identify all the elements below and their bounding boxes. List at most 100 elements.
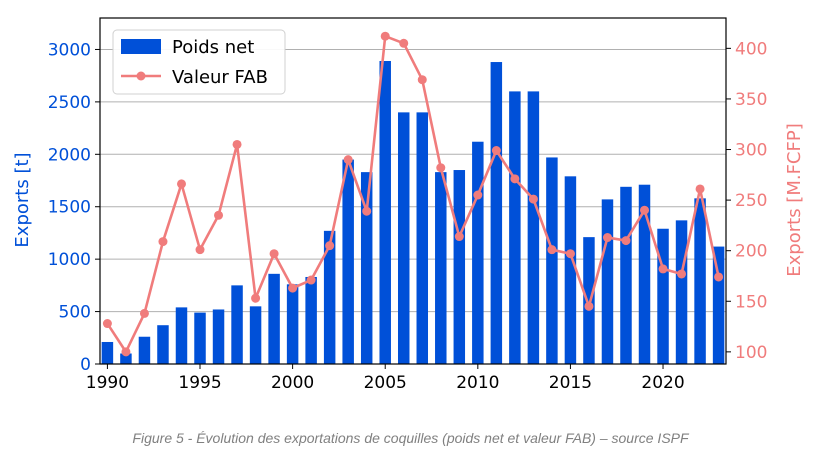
point-2019 xyxy=(640,205,650,215)
point-2018 xyxy=(621,236,631,246)
bar-2004 xyxy=(360,172,373,364)
legend-label-poids-net: Poids net xyxy=(172,37,254,58)
bar-2011 xyxy=(490,62,503,364)
point-1991 xyxy=(121,347,131,357)
bar-1995 xyxy=(194,312,206,364)
line-valeur-fab xyxy=(106,34,720,354)
point-2009 xyxy=(454,232,464,242)
point-2000 xyxy=(288,283,298,293)
point-2010 xyxy=(473,190,483,200)
bar-2022 xyxy=(694,198,706,364)
chart: 1990 1995 2000 2005 2010 2015 2020 0 500 1000 150… xyxy=(12,17,805,393)
point-2006 xyxy=(399,38,409,48)
point-2008 xyxy=(436,163,446,173)
x-tick-label: 1990 xyxy=(86,373,129,393)
y-left-tick-label: 2000 xyxy=(48,145,91,165)
y-left-tick-label: 0 xyxy=(80,355,91,375)
x-tick-label: 2010 xyxy=(456,373,499,393)
bar-2020 xyxy=(657,228,669,364)
bar-2006 xyxy=(397,112,410,364)
point-2013 xyxy=(528,194,538,204)
bar-2018 xyxy=(620,186,632,364)
bar-1991 xyxy=(120,353,132,364)
bar-1993 xyxy=(157,325,169,364)
y-right-tick-label: 300 xyxy=(735,141,767,161)
y-left-tick-label: 3000 xyxy=(48,40,91,60)
legend-swatch-valeur-fab-marker xyxy=(136,71,146,81)
bar-2000 xyxy=(286,284,299,364)
point-1990 xyxy=(102,319,112,329)
y-left-tick-label: 2500 xyxy=(48,93,91,113)
x-tick-label: 1995 xyxy=(178,373,221,393)
point-2014 xyxy=(547,245,557,255)
y-right-tick-label: 400 xyxy=(735,39,767,59)
x-tick-label: 2000 xyxy=(271,373,314,393)
bar-1997 xyxy=(231,285,243,364)
point-2011 xyxy=(491,146,501,156)
point-2002 xyxy=(325,241,335,251)
point-2020 xyxy=(658,264,668,274)
y-axis-right-label: Exports [M.FCFP] xyxy=(784,123,805,276)
bar-2009 xyxy=(453,170,466,364)
bar-2016 xyxy=(583,237,595,364)
line-series-valeur-fab xyxy=(102,31,724,357)
point-2012 xyxy=(510,174,520,184)
point-2021 xyxy=(677,269,687,279)
point-2016 xyxy=(584,301,594,311)
y-axis-left: 0 500 1000 1500 2000 2500 3000 xyxy=(48,40,100,375)
legend-label-valeur-fab: Valeur FAB xyxy=(172,67,268,88)
bar-1992 xyxy=(138,336,151,364)
plot-frame xyxy=(99,17,727,365)
bar-2001 xyxy=(305,276,317,364)
bar-2013 xyxy=(527,91,540,365)
bar-1999 xyxy=(268,273,280,364)
bar-2002 xyxy=(323,230,336,364)
y-left-tick-label: 500 xyxy=(59,303,91,323)
bar-2019 xyxy=(638,184,651,364)
y-axis-left-label: Exports [t] xyxy=(12,152,33,247)
point-2005 xyxy=(380,31,390,41)
bar-2007 xyxy=(416,112,429,364)
point-2022 xyxy=(695,184,705,194)
y-right-tick-label: 150 xyxy=(735,292,767,312)
bar-1996 xyxy=(212,309,225,364)
x-axis: 1990 1995 2000 2005 2010 2015 2020 xyxy=(86,364,685,393)
point-1992 xyxy=(139,308,149,318)
y-axis-right: 100 150 200 250 300 350 400 xyxy=(726,39,767,363)
bar-2012 xyxy=(509,91,521,365)
point-2017 xyxy=(602,233,612,243)
point-2004 xyxy=(362,206,372,216)
bar-2015 xyxy=(564,176,577,364)
y-right-tick-label: 200 xyxy=(735,242,767,262)
point-1998 xyxy=(251,293,261,303)
x-tick-label: 2005 xyxy=(364,373,407,393)
y-right-tick-label: 250 xyxy=(735,191,767,211)
point-1999 xyxy=(269,249,279,259)
bar-2023 xyxy=(712,246,725,364)
bar-2021 xyxy=(675,220,688,364)
bar-2010 xyxy=(472,141,484,364)
point-1994 xyxy=(176,179,186,189)
figure-caption: Figure 5 - Évolution des exportations de… xyxy=(132,430,689,446)
legend: Poids net Valeur FAB xyxy=(112,29,286,95)
y-left-tick-label: 1500 xyxy=(48,198,91,218)
bar-2017 xyxy=(601,199,614,364)
bar-series-poids-net xyxy=(101,60,725,365)
x-tick-label: 2020 xyxy=(641,373,684,393)
point-2007 xyxy=(417,75,427,85)
y-left-tick-label: 1000 xyxy=(48,250,91,270)
point-1995 xyxy=(195,245,205,255)
bar-2008 xyxy=(435,172,447,364)
y-right-tick-label: 350 xyxy=(735,90,767,110)
legend-swatch-poids-net xyxy=(121,39,161,54)
point-1993 xyxy=(158,237,168,247)
bar-2005 xyxy=(379,60,391,364)
bar-1990 xyxy=(101,341,114,364)
point-1997 xyxy=(232,139,242,149)
y-right-tick-label: 100 xyxy=(735,343,767,363)
bar-2014 xyxy=(546,157,558,364)
bar-1998 xyxy=(249,306,262,364)
x-tick-label: 2015 xyxy=(549,373,592,393)
point-2015 xyxy=(565,249,575,259)
point-2001 xyxy=(306,275,316,285)
